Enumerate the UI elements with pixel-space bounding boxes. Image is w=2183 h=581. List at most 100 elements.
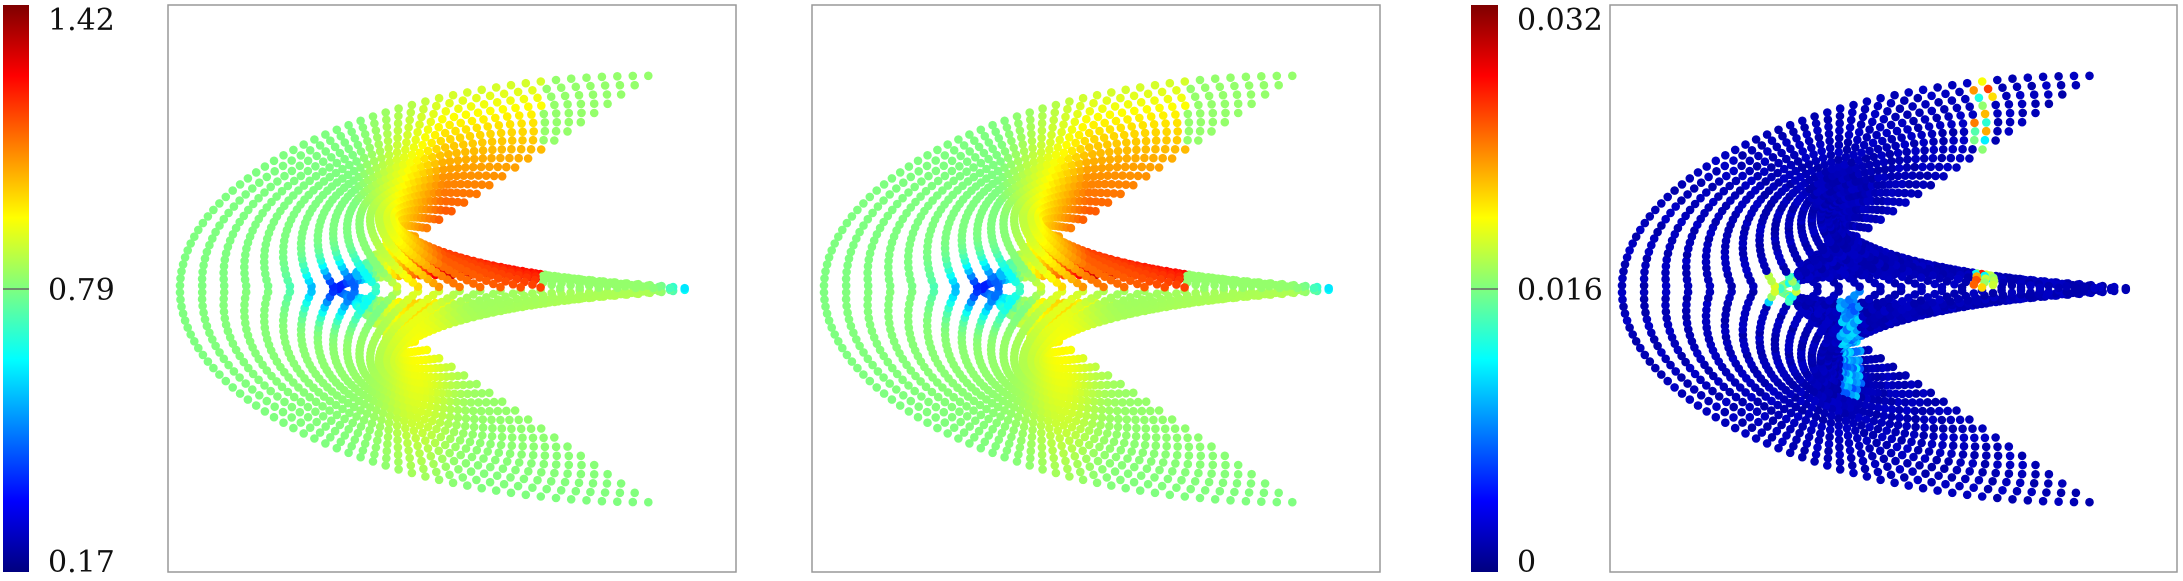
mesh-node	[943, 140, 952, 149]
mesh-node	[508, 441, 517, 450]
mesh-node	[470, 147, 479, 156]
mesh-node	[527, 424, 536, 433]
mesh-node	[509, 280, 518, 289]
mesh-node	[494, 163, 503, 172]
mesh-node	[1098, 156, 1107, 165]
mesh-node	[1130, 478, 1139, 487]
mesh-node	[491, 114, 500, 123]
mesh-node	[1194, 469, 1203, 478]
mesh-node	[541, 118, 550, 127]
mesh-node	[577, 461, 586, 470]
mesh-node	[1150, 473, 1159, 482]
mesh-node	[598, 497, 607, 506]
mesh-node	[421, 133, 430, 142]
mesh-node	[400, 153, 409, 162]
colorbar-2-tick-bottom: 0	[1517, 545, 1536, 580]
mesh-node	[1134, 172, 1143, 181]
mesh-node	[310, 434, 319, 443]
mesh-node	[445, 99, 454, 108]
mesh-node	[1150, 120, 1159, 129]
mesh-node	[515, 458, 524, 467]
mesh-node	[1025, 108, 1034, 117]
mesh-node	[1151, 489, 1160, 498]
mesh-node	[1247, 100, 1256, 109]
mesh-node	[402, 138, 411, 147]
mesh-node	[1065, 97, 1074, 106]
mesh-node	[427, 452, 436, 461]
mesh-node	[470, 423, 479, 432]
mesh-node	[522, 79, 531, 88]
mesh-node	[557, 486, 566, 495]
mesh-node	[1073, 110, 1082, 119]
mesh-node	[1142, 424, 1151, 433]
mesh-node	[514, 154, 523, 163]
mesh-node	[447, 207, 456, 216]
mesh-node	[1062, 429, 1071, 438]
mesh-node	[1116, 476, 1125, 485]
mesh-node	[1105, 422, 1114, 431]
mesh-node	[442, 107, 451, 116]
mesh-node	[603, 470, 612, 479]
mesh-node	[1082, 455, 1091, 464]
mesh-node	[477, 86, 486, 95]
mesh-node	[552, 127, 561, 136]
mesh-node	[1089, 121, 1098, 130]
mesh-node	[527, 110, 536, 119]
mesh-node	[1196, 443, 1205, 452]
mesh-node	[1116, 190, 1125, 199]
mesh-node	[459, 96, 468, 105]
mesh-node	[312, 152, 321, 161]
mesh-node	[1139, 121, 1148, 130]
mesh-node	[304, 413, 313, 422]
mesh-node	[252, 168, 261, 177]
mesh-node	[441, 441, 450, 450]
mesh-node	[1205, 478, 1214, 487]
mesh-node	[872, 186, 881, 195]
mesh-node	[963, 412, 972, 421]
mesh-node	[410, 143, 419, 152]
mesh-node	[1181, 424, 1190, 433]
mesh-node	[1173, 442, 1182, 451]
mesh-node	[1098, 413, 1107, 422]
mesh-node	[524, 467, 533, 476]
mesh-node	[1152, 433, 1161, 442]
mesh-node	[517, 145, 526, 154]
mesh-node	[598, 73, 607, 82]
mesh-node	[1247, 90, 1256, 99]
mesh-node	[393, 134, 402, 143]
mesh-node	[244, 395, 253, 404]
mesh-node	[408, 101, 417, 110]
mesh-node	[498, 424, 507, 433]
mesh-node	[1273, 498, 1282, 507]
mesh-node	[435, 215, 444, 224]
mesh-node	[630, 81, 639, 90]
mesh-node	[956, 418, 965, 427]
mesh-node	[419, 465, 428, 474]
mesh-node	[1079, 476, 1088, 485]
mesh-node	[892, 385, 901, 394]
mesh-node	[472, 476, 481, 485]
mesh-node	[1118, 108, 1127, 117]
mesh-node	[394, 465, 403, 474]
mesh-node	[621, 282, 630, 291]
mesh-node	[1121, 407, 1130, 416]
mesh-node	[550, 136, 559, 145]
mesh-node	[563, 442, 572, 451]
mesh-node	[1112, 453, 1121, 462]
mesh-node	[586, 488, 595, 497]
mesh-node	[1173, 451, 1182, 460]
mesh-node	[969, 163, 978, 172]
mesh-node	[1112, 117, 1121, 126]
mesh-node	[1211, 495, 1220, 504]
mesh-node	[1118, 171, 1127, 180]
mesh-node	[304, 167, 313, 176]
mesh-node	[547, 289, 556, 298]
mesh-node	[494, 407, 503, 416]
mesh-node	[404, 446, 413, 455]
mesh-node	[401, 424, 410, 433]
mesh-node	[312, 418, 321, 427]
mesh-node	[1065, 133, 1074, 142]
mesh-node	[1114, 423, 1123, 432]
mesh-node	[468, 453, 477, 462]
mesh-node	[279, 418, 288, 427]
